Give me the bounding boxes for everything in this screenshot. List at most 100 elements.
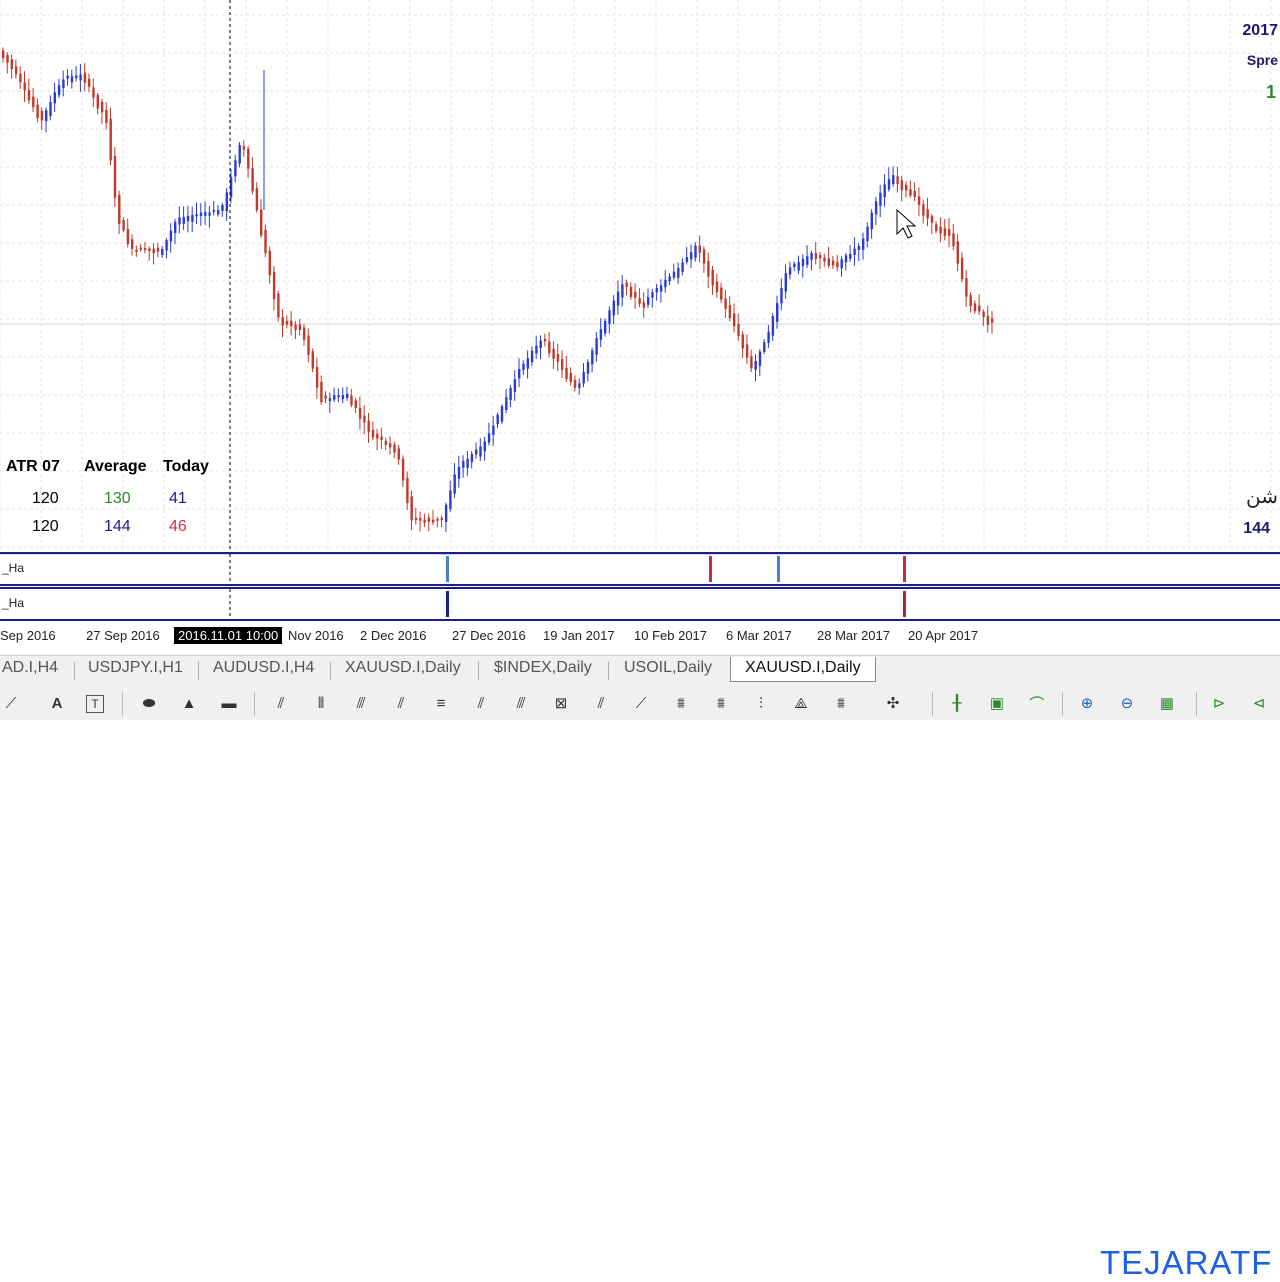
candle-body [492,425,495,435]
candle [483,436,486,461]
candle [883,174,886,207]
candle [892,166,895,187]
arrow-icon[interactable]: ⩩ [716,694,725,712]
autoscroll-icon[interactable]: ⊲ [1252,695,1266,712]
fibo-fan-icon[interactable]: ⫽ [277,694,285,712]
bar-chart-icon[interactable]: ╂ [952,695,962,712]
candle [195,202,198,224]
tab-usoil-daily[interactable]: USOIL,Daily [624,659,713,676]
candle-body [595,338,598,355]
candle-body [879,192,882,206]
candle [849,244,852,263]
candle-body [186,216,190,222]
candle-body [887,179,891,190]
candle [986,305,990,333]
candle [45,107,48,133]
grid-icon[interactable]: ⫽ [477,694,485,712]
candle [887,167,891,192]
indicator-bar [709,556,712,582]
candlestick-icon[interactable]: ⟁ [794,694,808,712]
price-chart[interactable]: ATR 07 Average Today 120 130 41 120 144 … [0,0,1280,550]
time-label: 20 Apr 2017 [908,628,979,643]
candle-body [341,395,345,400]
gann-line-icon[interactable]: ⫻ [516,694,526,712]
candle [694,242,697,262]
candle [229,168,233,204]
candle-body [930,216,934,223]
elliott-wave-icon[interactable]: ⟋ [635,694,647,712]
candle [952,223,955,251]
candle [32,87,35,113]
arrow-icon[interactable]: ✣ [886,695,900,712]
candle-body [849,253,852,259]
fibo-channel-icon[interactable]: ≡ [436,694,446,712]
indicator-window-1[interactable]: _Ha [0,552,1280,586]
indicator-bar [903,556,906,582]
candle-body [414,517,418,521]
candle [943,218,947,241]
candle [2,47,5,63]
time-label: 19 Jan 2017 [543,628,615,643]
candle-body [148,248,151,252]
candle [982,309,985,326]
candle [616,280,620,315]
candle-body [857,246,861,250]
tab-xauusd-daily-active[interactable]: XAUUSD.I,Daily [730,657,876,682]
text-icon[interactable]: A [51,694,63,712]
tile-windows-icon[interactable]: ▦ [1159,695,1175,712]
candle [823,253,826,267]
candle-body [242,146,246,150]
candle [337,388,340,403]
info-year: 2017 [1242,22,1278,39]
tab-usdjpy-h1[interactable]: USDJPY.I,H1 [88,659,183,676]
cycle-lines-icon[interactable]: ⩩ [676,694,685,712]
ellipse-icon[interactable]: ⬬ [142,694,156,712]
candle [14,59,18,79]
gann-fan-icon[interactable]: ⊠ [554,695,568,712]
candle [19,66,22,89]
rectangle-icon[interactable]: ▬ [221,694,237,712]
candle [715,273,719,298]
average-header-label: Average [84,458,147,475]
candle-body [320,381,323,403]
candle [238,142,241,168]
candle-body [969,295,972,306]
zoom-out-icon[interactable]: ⊖ [1120,695,1134,712]
line-chart-icon[interactable]: ⩩ [836,694,845,712]
zoom-in-icon[interactable]: ⊕ [1080,695,1094,712]
candle [199,203,203,226]
bar-chart-icon[interactable]: ⫶ [759,694,763,712]
candle-body [599,329,603,340]
fibo-retracement-icon[interactable]: ⦀ [317,694,325,712]
channel-icon[interactable]: ⫽ [397,694,405,712]
indicator-window-2[interactable]: _Ha [0,587,1280,621]
candle-body [569,372,572,383]
candle-body [793,263,796,268]
gann-grid-icon[interactable]: ⫽ [597,694,605,712]
candle [324,391,327,404]
candle-body [926,209,929,219]
trendline-icon[interactable]: ⟋ [5,694,17,712]
line-chart-icon[interactable]: ⌒ [1029,695,1045,713]
candle [965,270,968,307]
candle-body [79,74,82,81]
tab-index-daily[interactable]: $INDEX,Daily [494,659,592,676]
candlestick-icon[interactable]: ▣ [989,695,1005,712]
candle-body [367,420,370,432]
tab-xauusd-daily[interactable]: XAUUSD.I,Daily [345,659,461,676]
candle-body [423,519,426,523]
chart-shift-icon[interactable]: ⊳ [1212,695,1226,712]
candle [750,349,753,373]
candle-body [350,395,353,406]
candle [522,360,525,376]
triangle-icon[interactable]: ▲ [181,694,197,712]
candle-body [582,371,585,384]
candle [788,261,792,280]
tab-adi-h4[interactable]: AD.I,H4 [2,659,59,676]
label-icon[interactable]: T [86,695,104,713]
candle [698,235,701,263]
tab-audusd-h4[interactable]: AUDUSD.I,H4 [213,659,315,676]
candle-body [487,433,491,443]
candlestick-chart[interactable] [0,0,1280,550]
andrews-pitchfork-icon[interactable]: ⫻ [356,694,366,712]
